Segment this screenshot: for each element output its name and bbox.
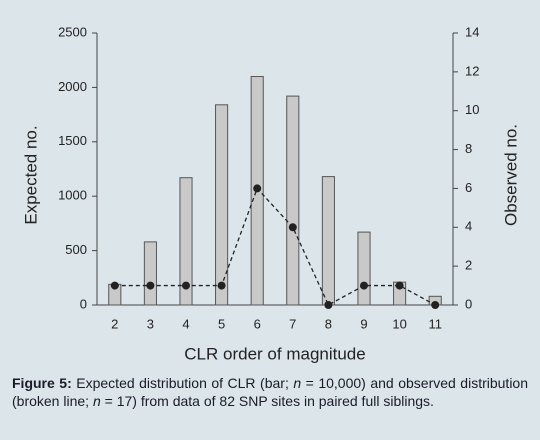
x-axis-title: CLR order of magnitude — [184, 344, 365, 363]
bar — [357, 231, 371, 306]
x-tick-label: 4 — [182, 316, 189, 331]
y2-tick-label: 10 — [465, 102, 479, 117]
x-tick-label: 9 — [360, 316, 367, 331]
marker — [395, 281, 404, 290]
x-tick-label: 5 — [218, 316, 225, 331]
y-tick-label: 1000 — [58, 188, 87, 203]
marker — [146, 281, 155, 290]
x-tick-label: 3 — [147, 316, 154, 331]
caption-label: Figure 5: — [12, 375, 72, 391]
x-tick-label: 10 — [392, 316, 406, 331]
y-tick-label: 500 — [65, 242, 87, 257]
y-axis-title: Expected no. — [21, 125, 40, 224]
caption-text: = 10,000) and observed distribution (bro… — [12, 375, 529, 409]
y2-tick-label: 4 — [465, 219, 472, 234]
x-tick-label: 6 — [254, 316, 261, 331]
marker — [253, 184, 262, 193]
bar — [215, 104, 229, 306]
chart: CLR order of magnitude Expected no. Obse… — [21, 24, 520, 363]
line — [114, 187, 436, 306]
bar — [179, 177, 193, 306]
x-tick-label: 2 — [111, 316, 118, 331]
caption: Figure 5: Expected distribution of CLR (… — [12, 374, 528, 410]
y2-axis-title: Observed no. — [501, 124, 520, 226]
y2-tick-label: 14 — [465, 24, 479, 39]
y2-tick-label: 2 — [465, 258, 472, 273]
y2-tick-label: 6 — [465, 180, 472, 195]
marker — [324, 301, 333, 309]
y-tick-label: 2000 — [58, 79, 87, 94]
y2-tick-label: 8 — [465, 141, 472, 156]
bar — [143, 241, 157, 306]
y-tick-label: 1500 — [58, 133, 87, 148]
caption-text: Expected distribution of CLR (bar; — [76, 375, 294, 391]
bar — [321, 176, 335, 306]
bar — [286, 95, 300, 306]
x-tick-label: 8 — [325, 316, 332, 331]
y-tick-label: 0 — [80, 296, 87, 311]
y2-tick-label: 0 — [465, 296, 472, 311]
marker — [288, 223, 297, 232]
marker — [431, 301, 440, 309]
caption-text: = 17) from data of 82 SNP sites in paire… — [100, 393, 434, 409]
y2-tick-label: 12 — [465, 63, 479, 78]
caption-text: n — [293, 375, 302, 391]
marker — [217, 281, 226, 290]
x-tick-label: 11 — [428, 316, 442, 331]
caption-text: n — [92, 393, 101, 409]
marker — [110, 281, 119, 290]
y-tick-label: 2500 — [58, 24, 87, 39]
marker — [182, 281, 190, 290]
x-tick-label: 7 — [289, 316, 296, 331]
marker — [360, 281, 368, 290]
